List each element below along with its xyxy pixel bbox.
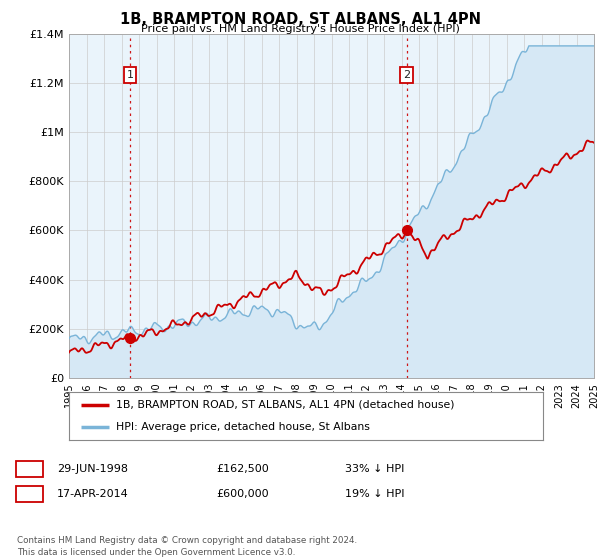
Text: £600,000: £600,000 — [216, 489, 269, 499]
Text: 1B, BRAMPTON ROAD, ST ALBANS, AL1 4PN: 1B, BRAMPTON ROAD, ST ALBANS, AL1 4PN — [119, 12, 481, 27]
Text: 1B, BRAMPTON ROAD, ST ALBANS, AL1 4PN (detached house): 1B, BRAMPTON ROAD, ST ALBANS, AL1 4PN (d… — [116, 400, 455, 410]
Text: HPI: Average price, detached house, St Albans: HPI: Average price, detached house, St A… — [116, 422, 370, 432]
Text: 2: 2 — [26, 489, 33, 499]
Text: 1: 1 — [127, 70, 134, 80]
Text: 1: 1 — [26, 464, 33, 474]
Text: £162,500: £162,500 — [216, 464, 269, 474]
Text: Contains HM Land Registry data © Crown copyright and database right 2024.
This d: Contains HM Land Registry data © Crown c… — [17, 536, 357, 557]
Text: 19% ↓ HPI: 19% ↓ HPI — [345, 489, 404, 499]
Text: 17-APR-2014: 17-APR-2014 — [57, 489, 129, 499]
Text: 29-JUN-1998: 29-JUN-1998 — [57, 464, 128, 474]
Text: 2: 2 — [403, 70, 410, 80]
Text: Price paid vs. HM Land Registry's House Price Index (HPI): Price paid vs. HM Land Registry's House … — [140, 24, 460, 34]
Text: 33% ↓ HPI: 33% ↓ HPI — [345, 464, 404, 474]
